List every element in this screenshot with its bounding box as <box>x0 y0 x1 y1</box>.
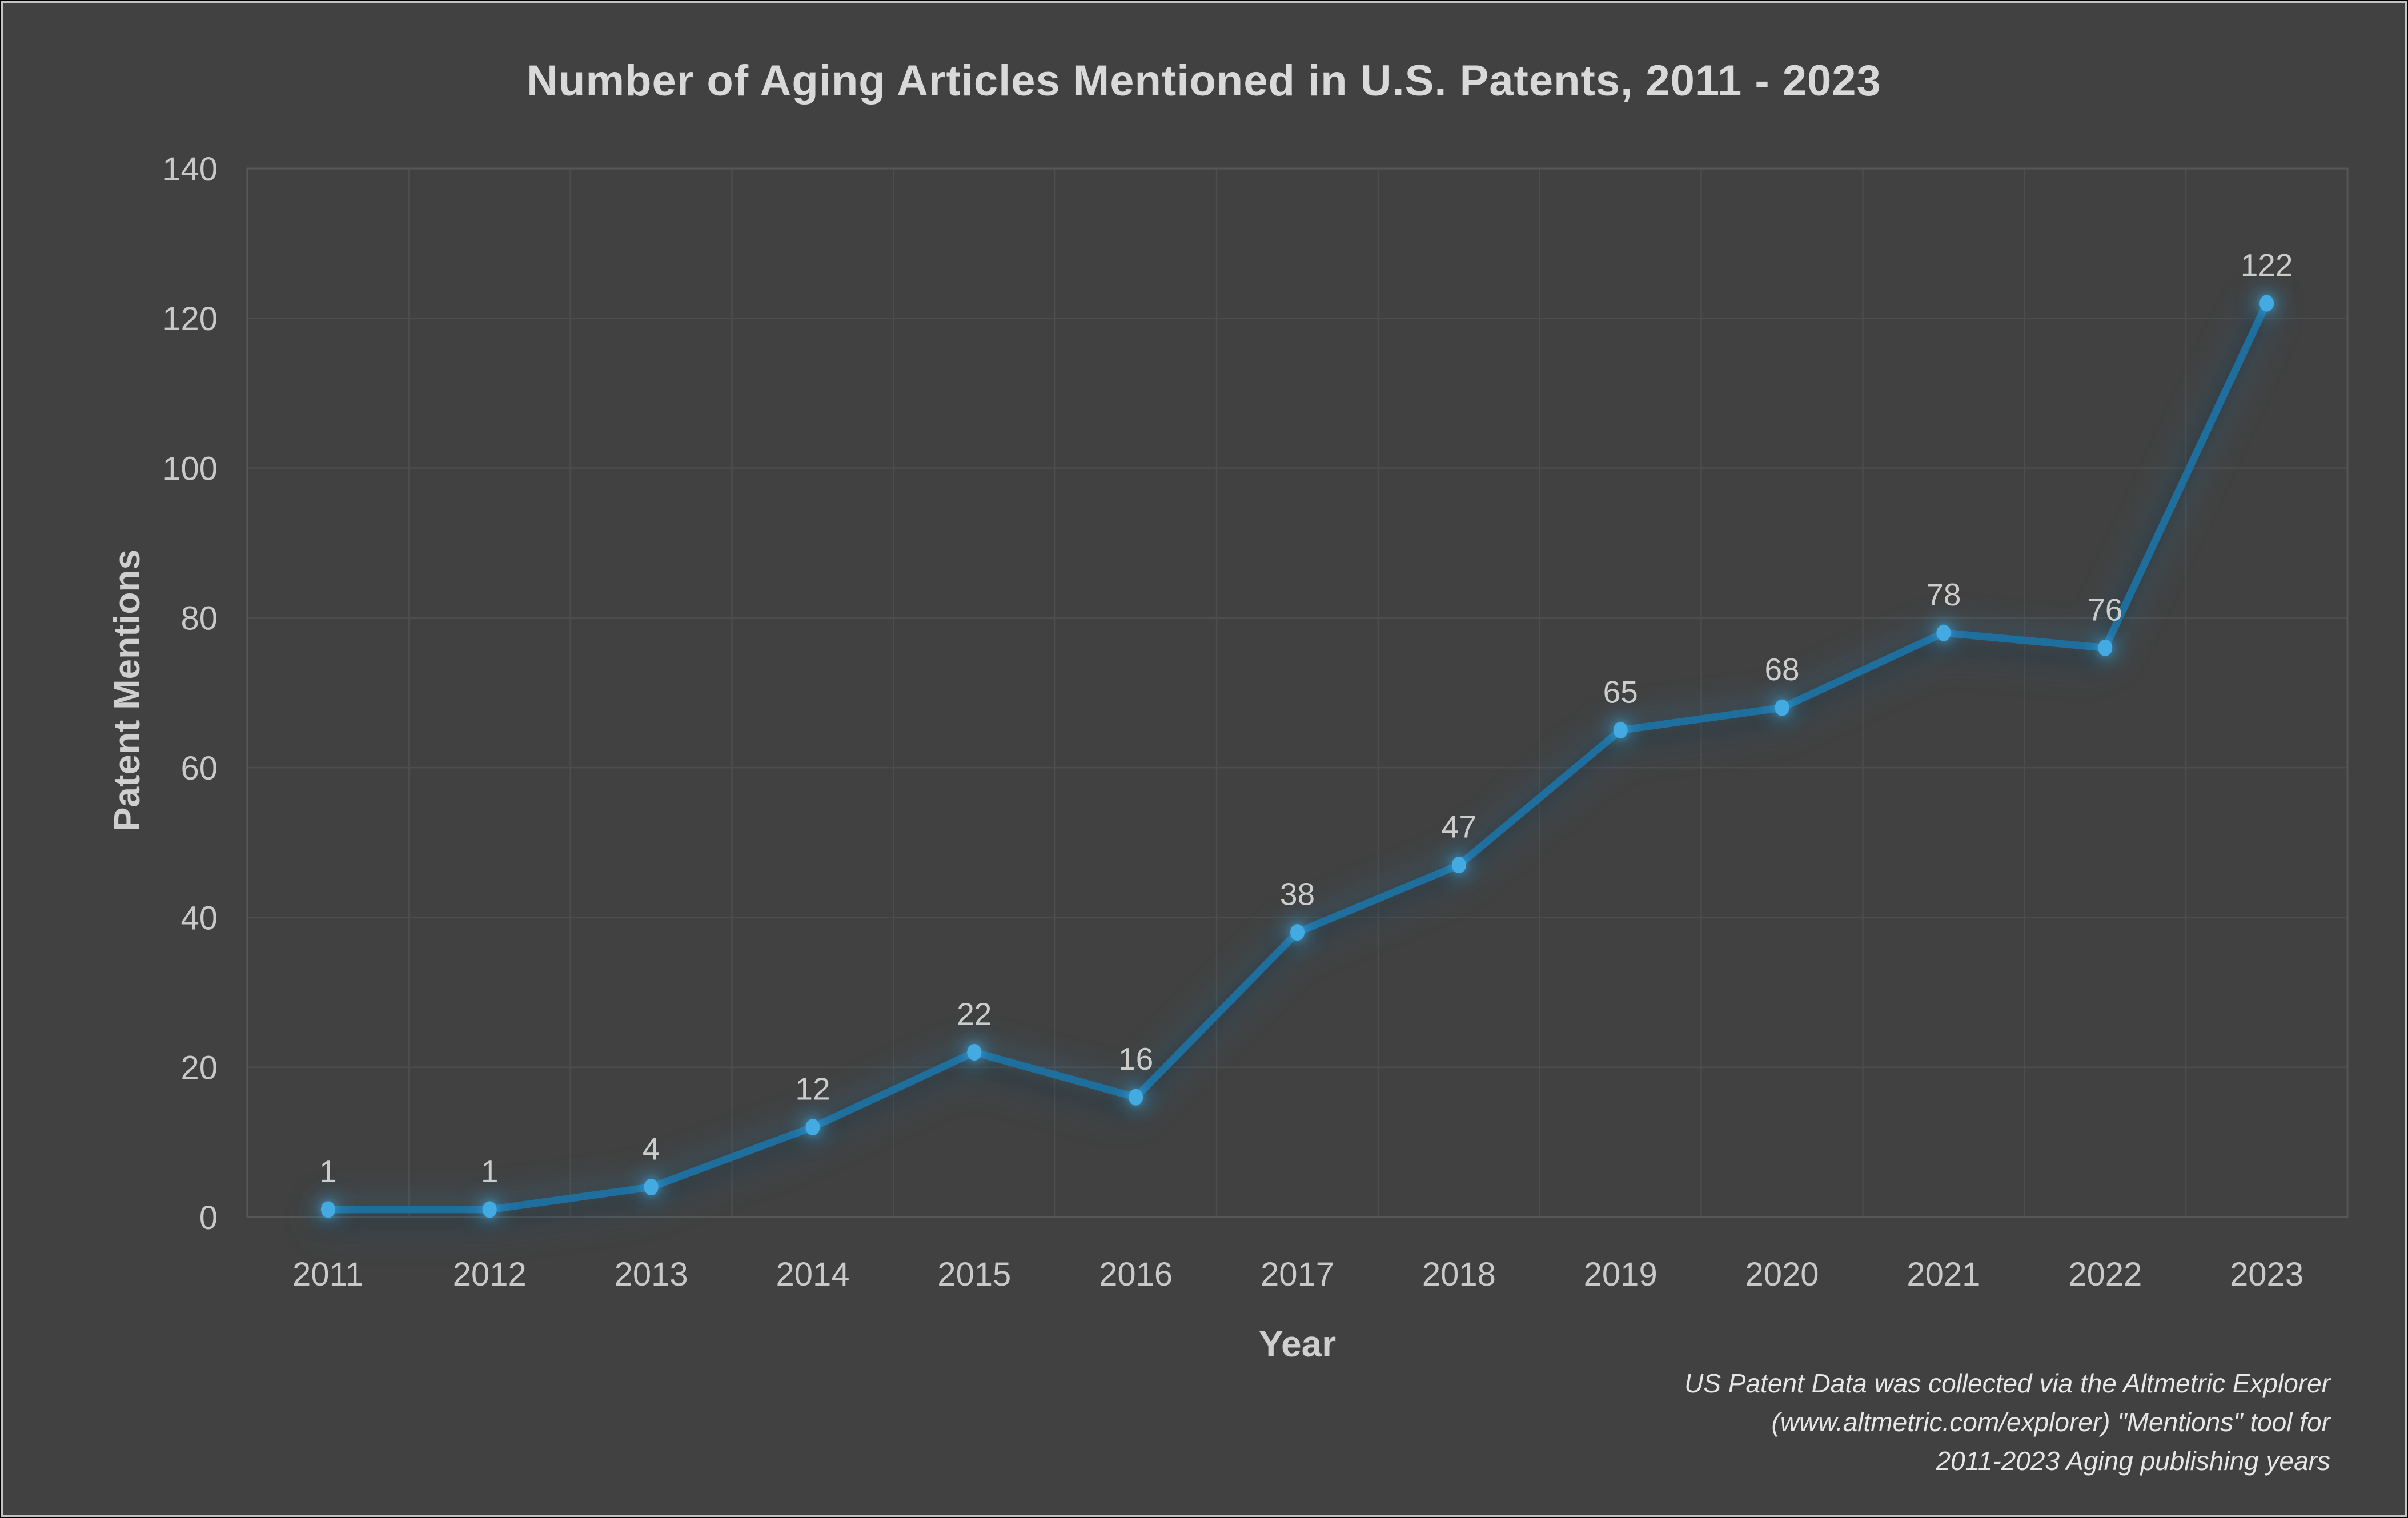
x-tick-label: 2012 <box>453 1256 527 1293</box>
y-tick-label: 60 <box>180 750 218 787</box>
data-point-marker-2013 <box>644 1179 659 1196</box>
data-point-label-2019: 65 <box>1603 674 1638 710</box>
y-tick-label: 80 <box>180 600 218 637</box>
data-labels: 1 1 4 12 22 16 38 47 65 68 78 76 122 <box>319 247 2293 1189</box>
x-tick-label: 2022 <box>2068 1256 2142 1293</box>
y-tick-label: 120 <box>162 300 218 338</box>
data-point-label-2023: 122 <box>2241 247 2293 283</box>
series-markers <box>320 295 2274 1218</box>
y-tick-label: 0 <box>199 1199 218 1236</box>
data-point-marker-2017 <box>1290 924 1305 941</box>
chart-footnote: US Patent Data was collected via the Alt… <box>1684 1364 2330 1480</box>
chart-title: Number of Aging Articles Mentioned in U.… <box>527 57 1881 105</box>
y-tick-label: 100 <box>162 450 218 487</box>
data-point-marker-2019 <box>1613 722 1628 739</box>
data-point-label-2017: 38 <box>1280 877 1315 912</box>
data-point-marker-2016 <box>1129 1089 1143 1106</box>
data-point-label-2016: 16 <box>1118 1041 1153 1077</box>
footnote-line: (www.altmetric.com/explorer) "Mentions" … <box>1771 1407 2331 1437</box>
x-tick-label: 2021 <box>1907 1256 1980 1293</box>
data-point-marker-2018 <box>1451 857 1466 874</box>
x-tick-label: 2013 <box>615 1256 688 1293</box>
x-axis-title: Year <box>1258 1323 1337 1364</box>
data-point-label-2015: 22 <box>957 996 992 1031</box>
data-point-marker-2021 <box>1936 624 1951 641</box>
x-tick-label: 2023 <box>2230 1256 2303 1293</box>
x-tick-label: 2014 <box>776 1256 849 1293</box>
footnote-line: 2011-2023 Aging publishing years <box>1936 1446 2331 1476</box>
x-tick-label: 2018 <box>1422 1256 1496 1293</box>
y-axis-title: Patent Mentions <box>106 549 147 832</box>
data-point-marker-2015 <box>967 1043 982 1061</box>
data-point-label-2011: 1 <box>319 1154 337 1189</box>
x-tick-label: 2015 <box>937 1256 1011 1293</box>
data-point-label-2014: 12 <box>795 1071 830 1107</box>
x-tick-label: 2017 <box>1261 1256 1334 1293</box>
y-tick-label: 20 <box>180 1050 218 1087</box>
y-tick-label: 40 <box>180 899 218 937</box>
x-axis-ticks: 2011 2012 2013 2014 2015 2016 2017 2018 2019 2020… <box>292 1256 2303 1293</box>
x-tick-label: 2019 <box>1584 1256 1657 1293</box>
data-point-marker-2023 <box>2259 295 2274 312</box>
x-tick-label: 2016 <box>1099 1256 1173 1293</box>
footnote-line: US Patent Data was collected via the Alt… <box>1684 1368 2330 1398</box>
data-point-label-2013: 4 <box>643 1131 660 1167</box>
data-point-marker-2012 <box>482 1201 497 1218</box>
data-point-label-2012: 1 <box>481 1154 499 1189</box>
data-point-label-2021: 78 <box>1926 577 1961 612</box>
gridlines <box>246 167 2349 1218</box>
series-line <box>324 299 2271 1214</box>
y-axis-ticks: 0 20 40 60 80 100 120 140 <box>162 151 218 1236</box>
data-point-marker-2011 <box>320 1201 335 1218</box>
x-tick-label: 2011 <box>292 1256 364 1293</box>
y-tick-label: 140 <box>162 151 218 188</box>
data-point-marker-2020 <box>1775 699 1789 716</box>
data-point-label-2018: 47 <box>1442 809 1476 845</box>
data-point-label-2022: 76 <box>2088 592 2122 627</box>
data-point-label-2020: 68 <box>1764 652 1799 687</box>
data-point-marker-2014 <box>805 1119 820 1136</box>
x-tick-label: 2020 <box>1745 1256 1819 1293</box>
data-point-marker-2022 <box>2098 639 2113 656</box>
plot-border <box>246 167 2349 1218</box>
